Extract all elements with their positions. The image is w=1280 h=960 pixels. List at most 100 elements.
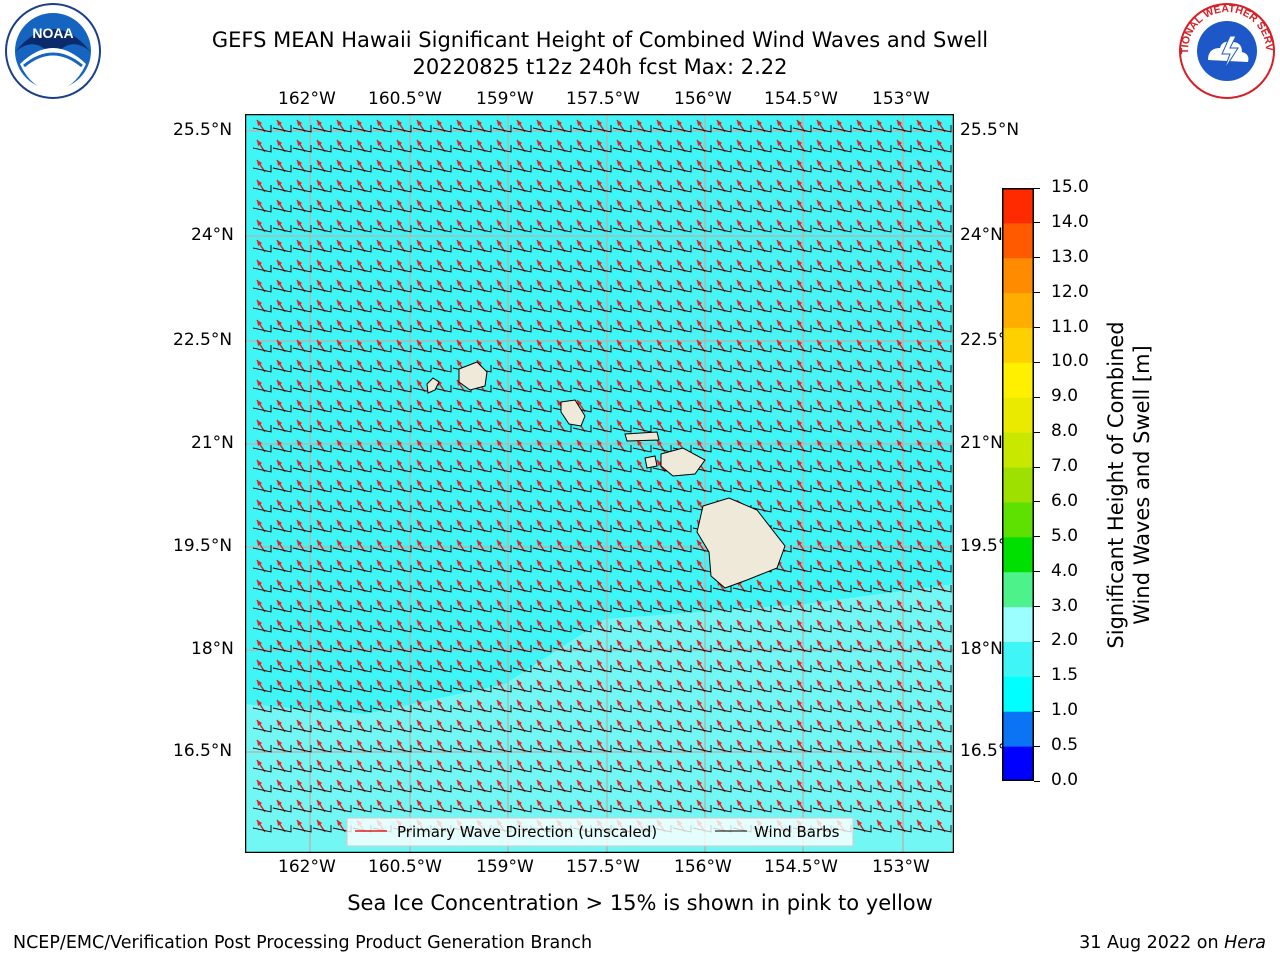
wind-barb: [792, 165, 812, 173]
wind-barb: [832, 785, 852, 793]
wind-barb: [692, 485, 712, 493]
wave-arrowhead: [457, 620, 462, 626]
wind-barb: [792, 625, 812, 633]
wind-barb: [592, 405, 612, 413]
wave-arrowhead: [597, 220, 602, 226]
wind-barb: [472, 305, 492, 313]
wind-barb: [532, 385, 552, 393]
wave-arrowhead: [377, 720, 382, 726]
wave-arrowhead: [397, 520, 402, 526]
wave-arrowhead: [757, 740, 762, 746]
colorbar-label-line2: Wind Waves and Swell [m]: [1130, 345, 1154, 625]
wave-arrowhead: [317, 240, 322, 246]
wind-barb: [252, 725, 272, 733]
wind-barb: [892, 785, 912, 793]
wind-barb: [712, 725, 732, 733]
wave-arrowhead: [637, 760, 642, 766]
wave-arrowhead: [697, 780, 702, 786]
wave-arrowhead: [317, 480, 322, 486]
wave-arrowhead: [637, 800, 642, 806]
wind-barb: [892, 365, 912, 373]
wave-arrowhead: [897, 780, 902, 786]
wave-arrowhead: [717, 760, 722, 766]
wave-arrowhead: [337, 540, 342, 546]
wave-arrowhead: [717, 280, 722, 286]
wind-barb: [552, 545, 572, 553]
colorbar-tick-mark: [1034, 780, 1040, 782]
wind-barb: [912, 745, 932, 753]
wind-barb: [552, 185, 572, 193]
wind-barb: [612, 485, 632, 493]
wave-arrowhead: [617, 480, 622, 486]
wave-arrowhead: [397, 220, 402, 226]
wind-barb: [892, 185, 912, 193]
wind-barb: [772, 565, 792, 573]
wave-arrowhead: [377, 480, 382, 486]
wind-barb: [812, 405, 832, 413]
wind-barb: [252, 645, 272, 653]
wave-arrowhead: [917, 780, 922, 786]
wave-arrowhead: [817, 540, 822, 546]
wind-barb: [512, 465, 532, 473]
wave-arrowhead: [497, 340, 502, 346]
wave-arrowhead: [337, 760, 342, 766]
wave-arrowhead: [417, 200, 422, 206]
wave-arrowhead: [317, 380, 322, 386]
wave-arrowhead: [457, 520, 462, 526]
wind-barb: [292, 165, 312, 173]
wave-arrowhead: [777, 140, 782, 146]
wind-barb: [832, 145, 852, 153]
wave-arrowhead: [497, 760, 502, 766]
wind-barb: [532, 665, 552, 673]
wave-arrowhead: [757, 420, 762, 426]
wave-arrowhead: [697, 180, 702, 186]
wave-arrowhead: [457, 800, 462, 806]
wind-barb: [652, 705, 672, 713]
wind-barb: [392, 605, 412, 613]
wind-barb: [872, 145, 892, 153]
wave-arrowhead: [597, 200, 602, 206]
wave-arrowhead: [857, 500, 862, 506]
wind-barb: [512, 565, 532, 573]
wind-barb: [872, 545, 892, 553]
wind-barb: [332, 385, 352, 393]
wave-arrowhead: [397, 360, 402, 366]
wave-arrowhead: [477, 200, 482, 206]
wave-arrowhead: [717, 420, 722, 426]
wind-barb: [612, 165, 632, 173]
wind-barb: [532, 325, 552, 333]
wind-barb: [832, 285, 852, 293]
wave-arrowhead: [517, 420, 522, 426]
wave-arrowhead: [277, 320, 282, 326]
wind-barb: [372, 705, 392, 713]
wave-arrowhead: [257, 680, 262, 686]
wind-barb: [472, 225, 492, 233]
wind-barb: [432, 365, 452, 373]
wave-arrowhead: [337, 620, 342, 626]
wave-arrowhead: [437, 220, 442, 226]
wind-barb: [892, 465, 912, 473]
wave-arrowhead: [617, 380, 622, 386]
wave-arrowhead: [297, 380, 302, 386]
wind-barb: [432, 645, 452, 653]
wave-arrowhead: [497, 800, 502, 806]
wind-barb: [792, 745, 812, 753]
wave-arrowhead: [857, 460, 862, 466]
wind-barb: [932, 265, 952, 273]
wind-barb: [352, 805, 372, 813]
wave-arrowhead: [537, 700, 542, 706]
wave-arrowhead: [357, 460, 362, 466]
wave-arrowhead: [257, 220, 262, 226]
wave-arrowhead: [537, 640, 542, 646]
wind-barb: [932, 545, 952, 553]
wave-arrowhead: [257, 600, 262, 606]
wave-arrowhead: [817, 260, 822, 266]
wave-arrowhead: [457, 240, 462, 246]
wave-arrowhead: [257, 140, 262, 146]
wave-arrowhead: [317, 440, 322, 446]
wave-arrowhead: [837, 120, 842, 126]
wind-barb: [512, 245, 532, 253]
wind-barb: [532, 465, 552, 473]
wave-arrowhead: [917, 600, 922, 606]
wind-barb: [672, 325, 692, 333]
